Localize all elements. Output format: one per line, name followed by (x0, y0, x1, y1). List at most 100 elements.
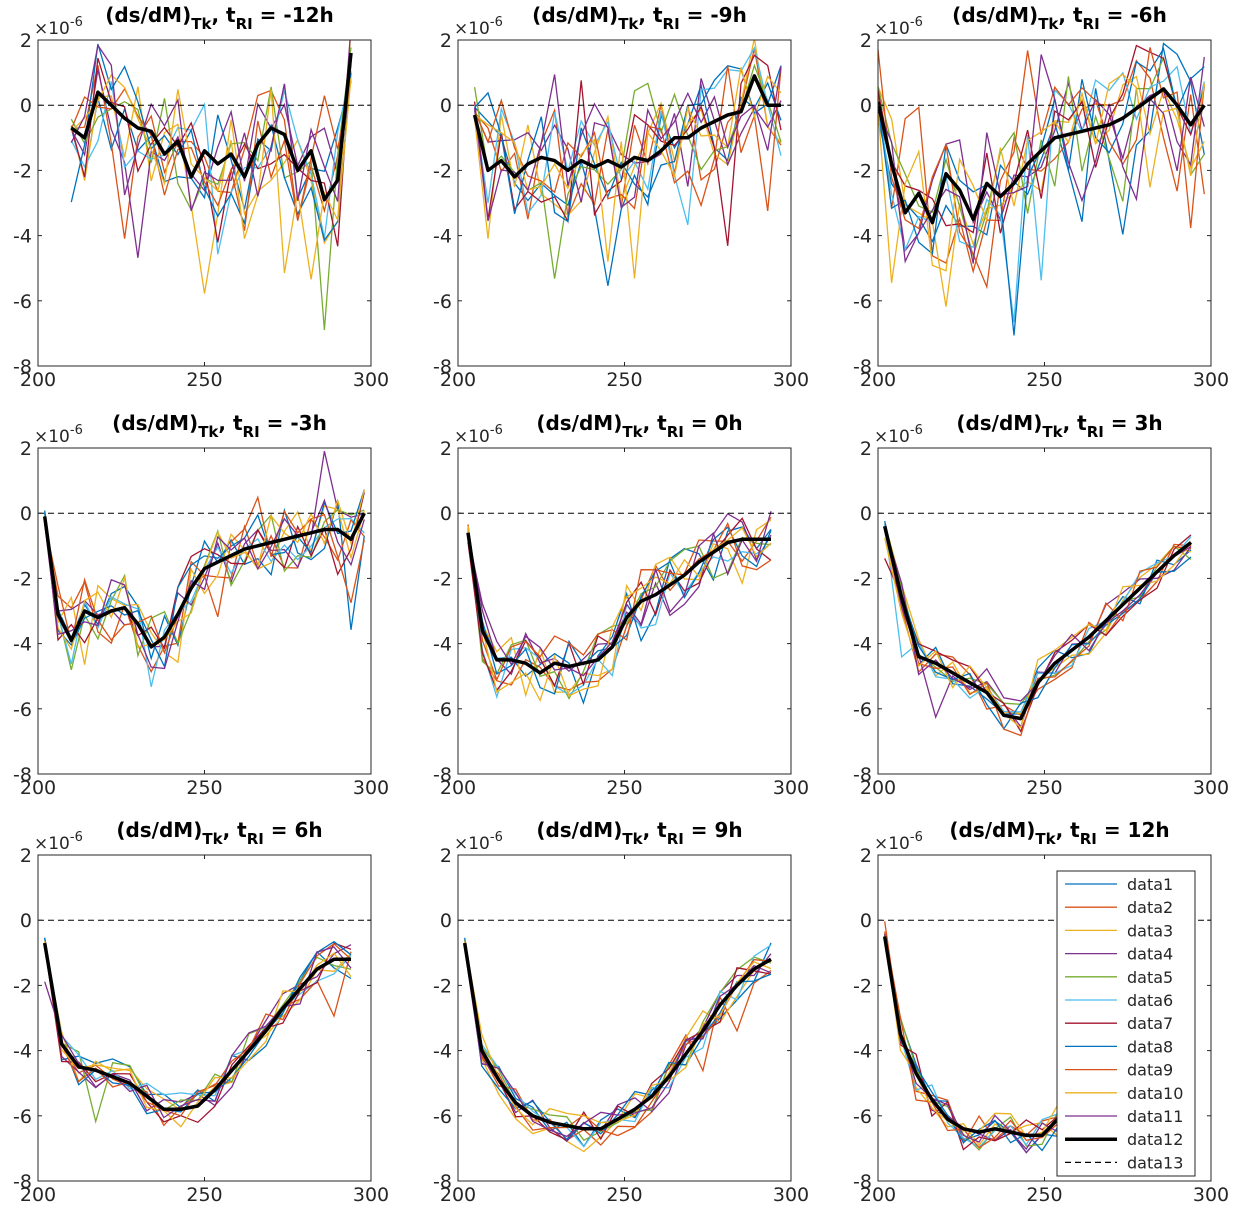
ytick-label: -4 (13, 634, 32, 656)
series-data12-mean (882, 525, 1193, 721)
xtick-label: 200 (20, 1184, 56, 1206)
series-data1 (474, 81, 782, 286)
series-data10 (44, 941, 352, 1128)
xtick-label: 250 (1026, 777, 1062, 799)
plot-area (38, 40, 371, 366)
title-value: = -3h (260, 411, 327, 435)
panel-title: (ds/dM)Tk, tRI = 0h (536, 411, 742, 441)
legend-label-data8: data8 (1127, 1037, 1173, 1056)
series-group (458, 919, 791, 1153)
title-value: = 0h (684, 411, 743, 435)
series-data1 (464, 942, 772, 1148)
series-data2 (467, 516, 772, 691)
title-sub-ri: RI (663, 15, 680, 33)
xtick-label: 200 (860, 777, 896, 799)
ytick-label: -2 (433, 160, 452, 182)
ytick-label: -4 (433, 634, 452, 656)
title-prefix: (ds/dM) (956, 411, 1042, 435)
ytick-label: 2 (440, 438, 452, 460)
ytick-label: -8 (853, 764, 872, 786)
series-group (878, 919, 1211, 1154)
ytick-label: -4 (13, 226, 32, 248)
series-data7 (473, 54, 782, 246)
series-data7 (464, 942, 772, 1141)
series-data12-mean (70, 52, 353, 202)
title-mid: , t (223, 818, 248, 842)
series-group (38, 40, 371, 331)
title-value: = -12h (253, 3, 334, 27)
xtick-label: 300 (353, 369, 389, 391)
title-sub-ri: RI (243, 423, 260, 441)
xtick-label: 300 (773, 777, 809, 799)
series-group (878, 42, 1211, 336)
legend-label-data12: data12 (1127, 1130, 1183, 1149)
exponent-label: ×10-6 (34, 15, 83, 39)
title-sub-tk: Tk (622, 830, 643, 848)
xtick-label: 250 (186, 777, 222, 799)
title-mid: , t (1056, 818, 1081, 842)
series-data8 (70, 43, 352, 242)
title-sub-tk: Tk (618, 15, 639, 33)
ytick-label: 2 (20, 438, 32, 460)
plot-area (38, 855, 371, 1181)
series-data12-mean (878, 87, 1206, 225)
exponent-power: -6 (910, 423, 923, 438)
series-data5 (44, 509, 365, 670)
series-data1 (878, 42, 1205, 243)
legend-label-data9: data9 (1127, 1061, 1173, 1080)
title-sub-ri: RI (1080, 830, 1097, 848)
exponent-label: ×10-6 (454, 15, 503, 39)
ytick-label: 0 (440, 910, 452, 932)
ytick-label: 2 (860, 438, 872, 460)
series-data4 (474, 78, 782, 203)
title-sub-ri: RI (1087, 423, 1104, 441)
ytick-label: -4 (433, 226, 452, 248)
series-group (458, 40, 791, 286)
xtick-label: 200 (440, 777, 476, 799)
series-data6 (44, 938, 352, 1097)
ytick-label: -4 (853, 226, 872, 248)
title-prefix: (ds/dM) (536, 411, 622, 435)
title-value: = 12h (1097, 818, 1170, 842)
exponent-label: ×10-6 (454, 423, 503, 447)
ytick-label: -2 (853, 975, 872, 997)
series-data4 (70, 64, 352, 258)
xtick-label: 250 (606, 777, 642, 799)
legend-label-data4: data4 (1127, 945, 1173, 964)
series-data9 (44, 495, 365, 655)
exponent-power: -6 (70, 830, 83, 845)
title-prefix: (ds/dM) (532, 3, 618, 27)
ytick-label: -8 (853, 356, 872, 378)
xtick-label: 200 (860, 1184, 896, 1206)
xtick-label: 300 (773, 1184, 809, 1206)
xtick-label: 300 (353, 1184, 389, 1206)
title-mid: , t (218, 411, 243, 435)
ytick-label: -6 (433, 1106, 452, 1128)
xtick-label: 300 (1193, 1184, 1229, 1206)
series-data12-mean (472, 74, 781, 179)
series-data12-mean (882, 936, 1060, 1138)
xtick-label: 300 (1193, 369, 1229, 391)
xtick-label: 250 (186, 1184, 222, 1206)
ytick-label: -6 (853, 1106, 872, 1128)
ytick-label: -6 (13, 291, 32, 313)
series-data4 (467, 512, 772, 676)
xtick-label: 250 (186, 369, 222, 391)
legend-label-data11: data11 (1127, 1107, 1183, 1126)
title-sub-tk: Tk (1038, 15, 1059, 33)
legend-label-data13: data13 (1127, 1153, 1183, 1172)
series-data8 (467, 526, 772, 695)
exponent-power: -6 (490, 423, 503, 438)
legend-label-data6: data6 (1127, 991, 1173, 1010)
xtick-label: 200 (20, 777, 56, 799)
panel-title: (ds/dM)Tk, tRI = 3h (956, 411, 1162, 441)
title-prefix: (ds/dM) (105, 3, 191, 27)
series-data7 (70, 53, 352, 247)
title-prefix: (ds/dM) (949, 818, 1035, 842)
title-mid: , t (1058, 3, 1083, 27)
series-group (38, 919, 371, 1128)
legend-label-data5: data5 (1127, 968, 1173, 987)
